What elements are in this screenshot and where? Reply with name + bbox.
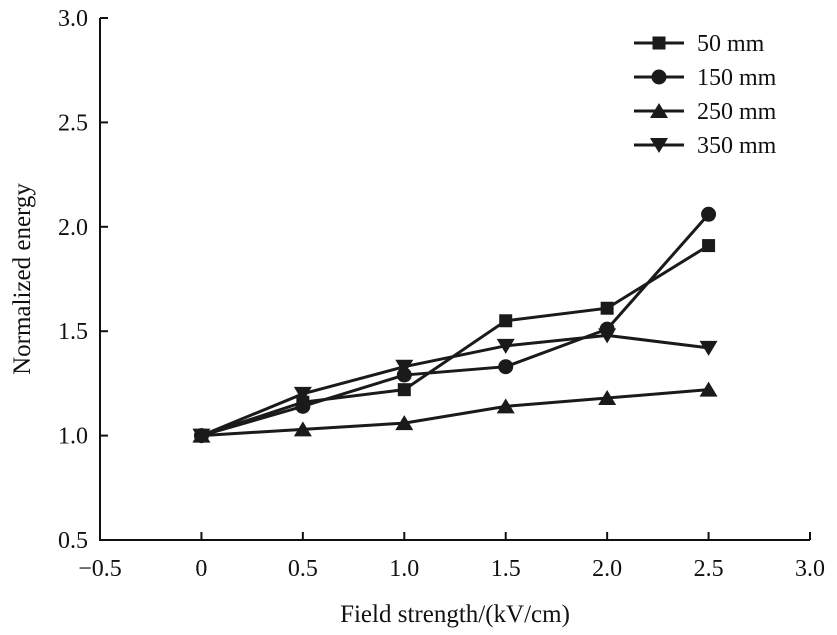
x-tick-label: 1.0 [389, 556, 419, 582]
data-point [499, 314, 513, 328]
data-point [699, 340, 718, 356]
data-point [395, 415, 414, 431]
data-point [496, 338, 515, 354]
legend-item: 150 mm [634, 65, 777, 91]
data-point [293, 421, 312, 437]
legend-item: 50 mm [634, 31, 765, 57]
data-point [397, 383, 411, 397]
x-tick-label: 2.0 [592, 556, 622, 582]
legend-label: 350 mm [697, 133, 777, 159]
x-tick-label: 0.5 [288, 556, 318, 582]
data-point [598, 390, 617, 406]
series-line [201, 388, 709, 438]
legend-marker [651, 69, 667, 85]
y-tick-label: 3.0 [58, 6, 88, 32]
data-point [192, 428, 211, 444]
x-tick-label: 3.0 [795, 556, 825, 582]
x-tick-label: 0 [195, 556, 207, 582]
series-line [200, 333, 709, 437]
y-axis-ticks: 0.5 1.0 1.5 2.0 2.5 3.0 [58, 6, 108, 554]
data-point [395, 359, 414, 375]
legend-label: 50 mm [697, 31, 765, 57]
series-line [201, 213, 710, 438]
legend-marker [652, 36, 666, 50]
legend-label: 250 mm [697, 99, 777, 125]
data-point [699, 381, 718, 397]
series-line [200, 244, 710, 438]
x-axis-ticks: −0.5 0 0.5 1.0 1.5 2.0 2.5 3.0 [78, 532, 825, 582]
y-tick-label: 2.5 [58, 110, 88, 136]
data-point [295, 398, 311, 414]
x-axis-title: Field strength/(kV/cm) [340, 601, 570, 628]
data-point [498, 359, 514, 375]
data-point [701, 206, 717, 222]
y-tick-label: 1.0 [58, 424, 88, 450]
legend: 50 mm 150 mm 250 mm 350 mm [634, 31, 777, 159]
series-350-mm [192, 328, 718, 444]
data-point [293, 386, 312, 402]
legend-marker [650, 103, 668, 118]
data-point [598, 328, 617, 344]
y-tick-label: 2.0 [58, 215, 88, 241]
x-tick-label: 1.5 [491, 556, 521, 582]
x-tick-label: 2.5 [694, 556, 724, 582]
x-tick-label: −0.5 [78, 556, 122, 582]
series-50-mm [194, 239, 716, 443]
data-point [702, 239, 716, 253]
y-tick-label: 0.5 [58, 528, 88, 554]
y-axis-title: Normalized energy [9, 183, 36, 375]
axes [99, 18, 810, 541]
axis-spines [99, 18, 810, 541]
data-point [600, 301, 614, 315]
legend-marker [650, 138, 668, 153]
legend-item: 350 mm [634, 133, 777, 159]
legend-label: 150 mm [697, 65, 777, 91]
data-point [396, 367, 412, 383]
y-tick-label: 1.5 [58, 319, 88, 345]
data-point [496, 398, 515, 414]
legend-item: 250 mm [634, 99, 777, 125]
plot-area [192, 206, 718, 444]
